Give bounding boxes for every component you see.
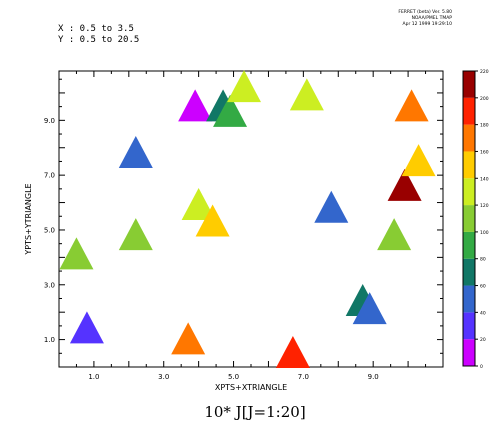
- triangle-marker: [59, 237, 94, 270]
- colorbar-swatch: [463, 124, 475, 152]
- scatter-markers: [59, 70, 436, 369]
- x-tick-label: 3.0: [158, 373, 169, 381]
- x-tick-label: 7.0: [298, 373, 309, 381]
- header-line-1: FERRET (beta) Ver. 5.80: [398, 9, 452, 15]
- triangle-marker: [289, 78, 324, 111]
- triangle-marker: [314, 190, 349, 223]
- colorbar-label: 140: [480, 176, 489, 182]
- x-tick-label: 1.0: [88, 373, 99, 381]
- y-tick-label: 1.0: [44, 336, 55, 344]
- triangle-marker: [118, 218, 153, 251]
- colorbar-frame: [462, 70, 476, 367]
- colorbar-label: 20: [480, 337, 486, 343]
- triangle-marker: [178, 89, 213, 122]
- colorbar-label: 220: [480, 69, 489, 75]
- header-line-3: Apr 12 1999 19:29:10: [403, 21, 453, 27]
- triangle-marker: [118, 135, 153, 168]
- triangle-marker: [352, 292, 387, 325]
- colorbar-swatch: [463, 71, 475, 98]
- triangle-marker: [195, 204, 230, 237]
- ferret-header: FERRET (beta) Ver. 5.80 NOAA/PMEL TMAP A…: [398, 9, 452, 27]
- axis-ticks: [58, 71, 444, 368]
- x-axis-title: XPTS+XTRIANGLE: [215, 383, 287, 392]
- colorbar-swatch: [463, 312, 475, 340]
- y-tick-label: 5.0: [44, 226, 55, 234]
- triangle-marker: [227, 70, 262, 103]
- x-tick-labels: 1.0 3.0 5.0 7.0 9.0: [88, 373, 378, 381]
- y-tick-label: 7.0: [44, 172, 55, 180]
- colorbar-swatch: [463, 339, 475, 366]
- colorbar-label: 200: [480, 96, 489, 102]
- colorbar-swatch: [463, 178, 475, 206]
- y-axis-title: YPTS+YTRIANGLE: [24, 183, 33, 255]
- colorbar-label: 180: [480, 123, 489, 129]
- y-tick-labels: 1.0 3.0 5.0 7.0 9.0: [44, 117, 55, 344]
- header-line-2: NOAA/PMEL TMAP: [412, 15, 453, 21]
- x-tick-label: 5.0: [228, 373, 239, 381]
- colorbar-swatch: [463, 258, 475, 286]
- colorbar-swatch: [463, 205, 475, 232]
- triangle-marker: [69, 311, 104, 344]
- triangle-marker: [377, 218, 412, 251]
- y-tick-label: 9.0: [44, 117, 55, 125]
- triangle-marker: [213, 94, 248, 127]
- triangle-marker: [275, 336, 310, 369]
- triangle-marker: [394, 89, 429, 122]
- triangle-marker: [387, 168, 422, 201]
- colorbar-swatch: [463, 97, 475, 125]
- x-tick-label: 9.0: [368, 373, 379, 381]
- colorbar-label: 80: [480, 257, 486, 263]
- colorbar-label: 0: [480, 364, 483, 370]
- y-range-info: Y : 0.5 to 20.5: [58, 35, 139, 45]
- colorbar: 0 20 40 60 80 100 120 140 160 180 200 220: [462, 69, 489, 370]
- triangle-marker: [401, 144, 436, 177]
- colorbar-label: 120: [480, 203, 489, 209]
- colorbar-label: 160: [480, 149, 489, 155]
- x-range-info: X : 0.5 to 3.5: [58, 24, 134, 34]
- chart-title: 10* J[J=1:20]: [204, 403, 305, 421]
- colorbar-swatch: [463, 151, 475, 179]
- colorbar-swatch: [463, 231, 475, 259]
- colorbar-label: 40: [480, 310, 486, 316]
- colorbar-label: 100: [480, 230, 489, 236]
- colorbar-swatch: [463, 285, 475, 313]
- colorbar-label: 60: [480, 284, 486, 290]
- triangle-marker: [181, 188, 216, 221]
- y-tick-label: 3.0: [44, 281, 55, 289]
- triangle-marker: [171, 322, 206, 355]
